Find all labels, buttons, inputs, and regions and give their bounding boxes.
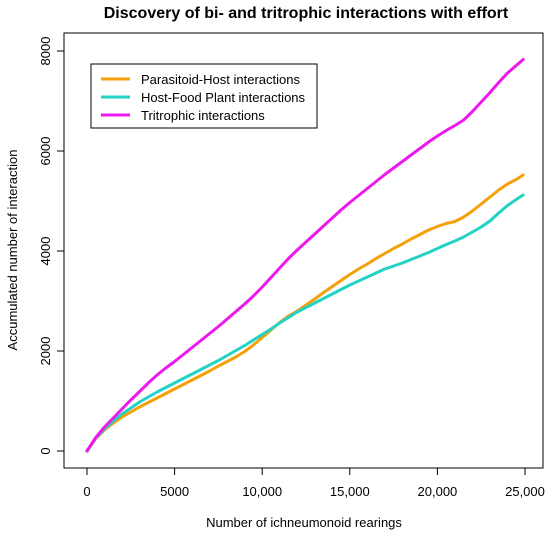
legend-label-3: Tritrophic interactions	[141, 108, 265, 123]
x-axis-label: Number of ichneumonoid rearings	[206, 515, 402, 530]
legend-label-1: Parasitoid-Host interactions	[141, 72, 300, 87]
legend-label-2: Host-Food Plant interactions	[141, 90, 306, 105]
y-tick-label: 8000	[38, 37, 53, 66]
chart-title: Discovery of bi- and tritrophic interact…	[104, 5, 509, 22]
y-tick-label: 4000	[38, 237, 53, 266]
x-tick-label: 5000	[160, 484, 189, 499]
x-tick-label: 10,000	[242, 484, 282, 499]
x-axis: 0 5000 10,000 15,000 20,000 25,000	[83, 468, 545, 499]
y-axis-label: Accumulated number of interaction	[5, 150, 20, 351]
series-layer	[85, 58, 525, 453]
x-tick-label: 0	[83, 484, 90, 499]
x-tick-label: 20,000	[418, 484, 458, 499]
series-line-3	[85, 58, 525, 453]
series-line-1	[85, 173, 525, 453]
y-tick-label: 6000	[38, 137, 53, 166]
y-tick-label: 2000	[38, 337, 53, 366]
y-tick-label: 0	[38, 447, 53, 454]
series-line-2	[85, 193, 525, 453]
y-axis: 0 2000 4000 6000 8000	[38, 37, 64, 455]
x-tick-label: 15,000	[330, 484, 370, 499]
x-tick-label: 25,000	[505, 484, 545, 499]
legend: Parasitoid-Host interactions Host-Food Pl…	[90, 63, 318, 129]
